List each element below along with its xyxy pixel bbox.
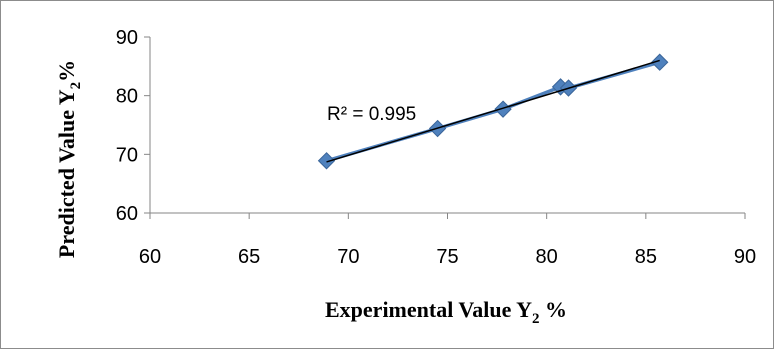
x-tick-label: 65 xyxy=(238,246,260,268)
r-squared-annotation: R² = 0.995 xyxy=(327,104,416,125)
x-tick-label: 85 xyxy=(635,246,657,268)
x-tick-label: 60 xyxy=(139,246,161,268)
y-tick-label: 90 xyxy=(116,27,138,49)
axes xyxy=(144,36,746,219)
y-tick-label: 80 xyxy=(116,86,138,108)
trendline-group xyxy=(326,59,660,163)
y-axis-title: Predicted Value Y2% xyxy=(54,60,84,258)
y-tick-labels: 60 70 80 90 xyxy=(116,27,138,225)
x-tick-label: 80 xyxy=(536,246,558,268)
x-tick-labels: 60 65 70 75 80 85 90 xyxy=(139,246,756,268)
x-tick-label: 75 xyxy=(436,246,458,268)
data-point xyxy=(651,53,669,71)
x-axis-title: Experimental Value Y2 % xyxy=(325,297,567,327)
y-tick-label: 70 xyxy=(116,144,138,166)
trendline xyxy=(326,59,660,163)
data-points xyxy=(317,53,669,170)
x-tick-label: 90 xyxy=(734,246,756,268)
x-tick-label: 70 xyxy=(337,246,359,268)
data-point xyxy=(317,152,336,170)
y-tick-label: 60 xyxy=(116,203,138,225)
